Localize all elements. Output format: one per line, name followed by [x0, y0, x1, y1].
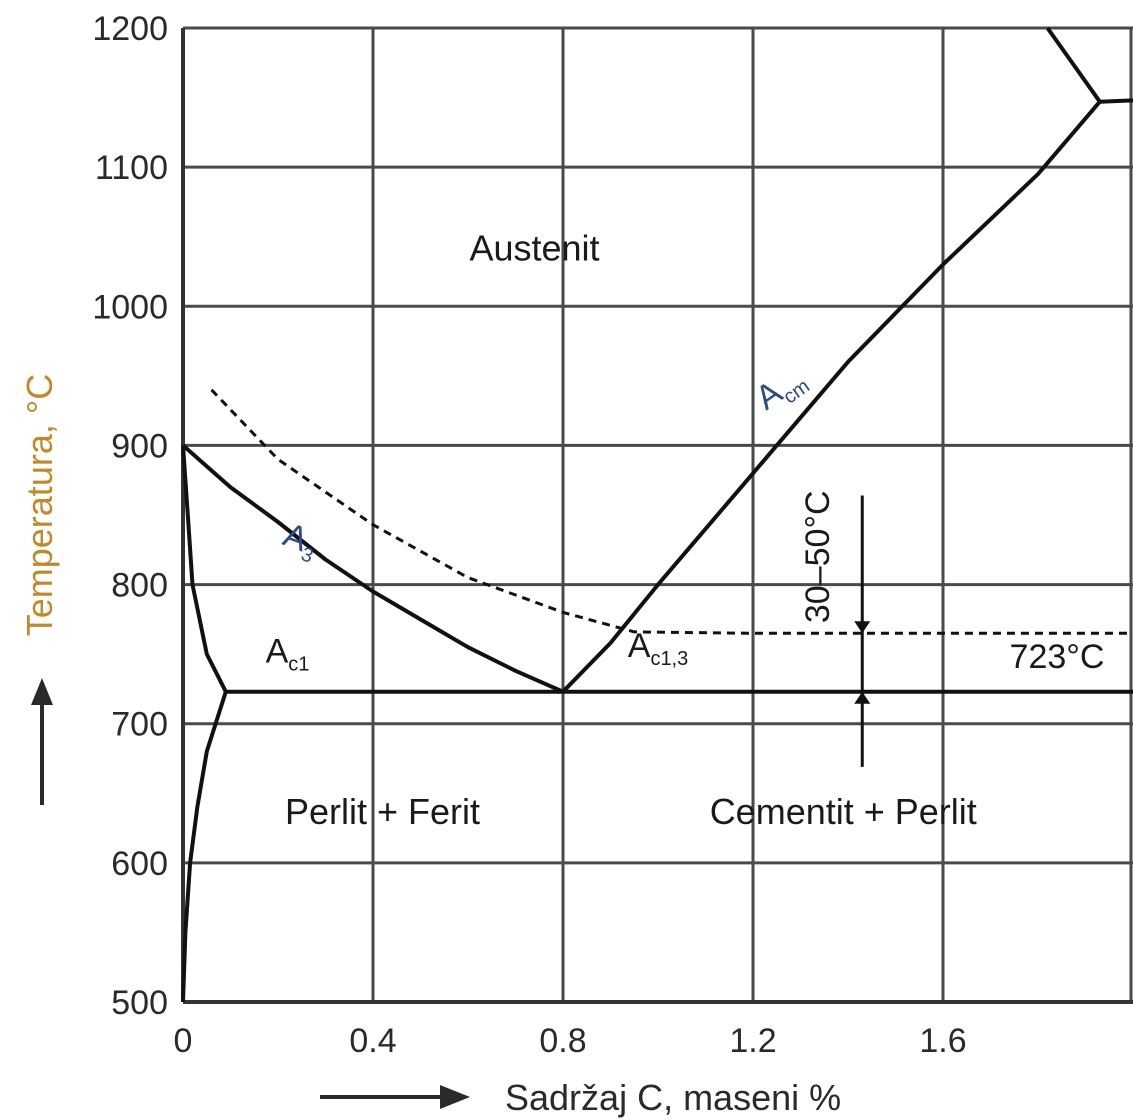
- y-tick-label: 700: [111, 706, 168, 744]
- grid: [183, 26, 1133, 1002]
- x-tick-label: 1.2: [729, 1022, 776, 1060]
- y-tick-label: 1200: [92, 10, 168, 48]
- axes: 0 0.4 0.8 1.2 1.6 500 600 700 800 900 1000 1100 1200…: [19, 10, 1133, 1118]
- y-axis-arrow-head: [31, 678, 53, 705]
- labels: Austenit Perlit + Ferit Cementit + Perlit A…: [266, 227, 1105, 832]
- x-axis-arrow-head: [440, 1085, 470, 1109]
- range-marker-arrow-bottom: [854, 691, 871, 704]
- y-tick-label: 600: [111, 845, 168, 883]
- range-marker-arrow-top: [854, 621, 871, 634]
- y-tick-label: 800: [111, 567, 168, 605]
- annotation-label: 723°C: [1010, 638, 1105, 676]
- x-axis-label: Sadržaj C, maseni %: [505, 1077, 841, 1118]
- y-tick-label: 900: [111, 427, 168, 465]
- phase-line-4: [1045, 26, 1102, 103]
- annotation-label: Ac1,3: [628, 627, 689, 670]
- region-label: Cementit + Perlit: [710, 791, 977, 832]
- y-tick-label: 1000: [92, 288, 168, 326]
- phase-line-8: [210, 388, 1133, 635]
- annotation-label: 30–50°C: [799, 490, 837, 623]
- phase-line-1: [181, 443, 564, 694]
- annotation-label: A3: [277, 516, 323, 568]
- x-tick-label: 0: [174, 1022, 193, 1060]
- annotation-label: Ac1: [266, 632, 310, 675]
- phase-line-3: [1099, 98, 1133, 104]
- x-tick-label: 0.4: [349, 1022, 396, 1060]
- x-tick-label: 0.8: [539, 1022, 586, 1060]
- y-axis-label: Temperatura, °C: [19, 374, 60, 637]
- y-tick-label: 500: [111, 984, 168, 1022]
- phase-line-6: [181, 445, 228, 693]
- x-tick-label: 1.6: [919, 1022, 966, 1060]
- y-tick-label: 1100: [95, 149, 168, 187]
- phase-line-7: [181, 691, 228, 1003]
- region-label: Austenit: [469, 227, 599, 268]
- phase-line-2: [561, 100, 1102, 694]
- phase-lines: [181, 26, 1133, 1003]
- region-label: Perlit + Ferit: [285, 791, 480, 832]
